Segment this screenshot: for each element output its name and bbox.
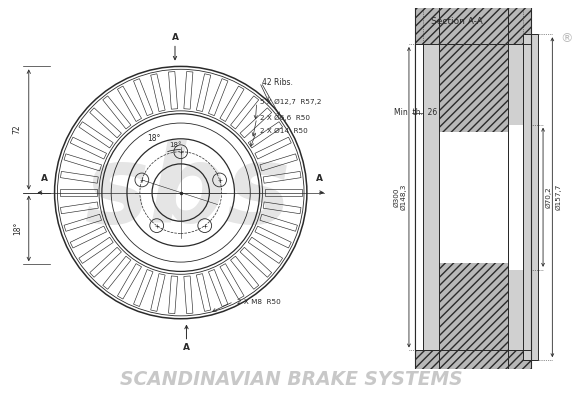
Text: Ø300: Ø300 [394,187,399,207]
Text: 18°: 18° [147,134,160,143]
Bar [438,0,508,393]
Text: A: A [317,174,324,182]
Text: 2 X M8  R50: 2 X M8 R50 [237,299,280,305]
Text: 18°: 18° [168,142,181,148]
Bar [438,132,508,263]
Text: 42 Ribs.: 42 Ribs. [262,78,293,87]
Bar [415,351,531,393]
Bar [438,125,583,270]
Text: sbs: sbs [431,181,564,248]
Bar [415,0,531,44]
Text: A: A [171,33,178,42]
Text: Ø148,3: Ø148,3 [400,184,406,210]
Text: Section A-A: Section A-A [431,17,482,26]
Text: ®: ® [560,32,573,45]
Text: Min  th.  26: Min th. 26 [394,108,437,118]
Text: A: A [41,174,48,182]
Text: SCANDINAVIAN BRAKE SYSTEMS: SCANDINAVIAN BRAKE SYSTEMS [120,370,463,389]
Text: Ø157,7: Ø157,7 [555,184,561,210]
Text: Ø70,2: Ø70,2 [546,186,552,208]
Text: 72: 72 [13,125,22,134]
Bar [423,44,524,351]
Bar [524,34,539,360]
Text: 18°: 18° [13,222,22,235]
Text: 2 X Ø14  R50: 2 X Ø14 R50 [259,128,307,134]
Text: sbs: sbs [85,140,292,246]
Text: 5 X Ø12,7  R57,2: 5 X Ø12,7 R57,2 [259,99,321,105]
Text: 2 X Ø6,6  R50: 2 X Ø6,6 R50 [259,115,310,121]
Text: A: A [183,343,190,352]
